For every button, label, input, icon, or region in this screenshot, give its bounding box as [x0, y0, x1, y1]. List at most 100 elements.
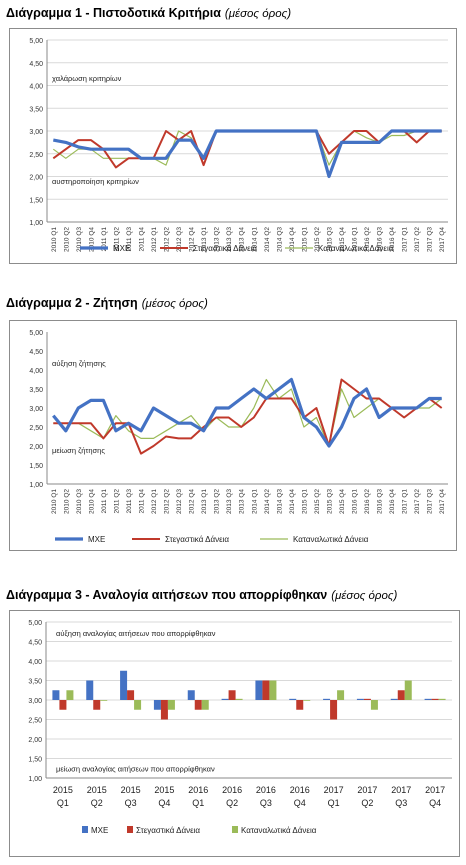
x-tick-quarter: Q2 — [226, 798, 238, 808]
x-tick-label: 2011 Q1 — [101, 489, 108, 514]
bar-2 — [228, 690, 236, 700]
chart3-area: 1,00 1,50 2,00 2,50 3,00 3,50 4,00 4,50 5,00 2015… — [9, 610, 460, 857]
chart1-heading: Διάγραμμα 1 - Πιστοδοτικά Κριτήρια (μέσος… — [6, 6, 291, 20]
annotation-bottom: μείωση αναλογίας αιτήσεων που απορρίφθηκ… — [56, 764, 215, 773]
x-tick-label: 2010 Q3 — [76, 227, 83, 252]
annotation-top: αύξηση αναλογίας αιτήσεων που απορρίφθηκ… — [56, 629, 216, 638]
x-tick-quarter: Q2 — [361, 798, 373, 808]
x-tick-quarter: Q3 — [260, 798, 272, 808]
y-tick-label: 5,00 — [29, 330, 43, 337]
y-tick-label: 1,00 — [29, 482, 43, 489]
y-tick-label: 2,00 — [29, 175, 43, 182]
y-tick-label: 3,50 — [29, 106, 43, 113]
series-line-3 — [53, 378, 443, 447]
legend-label: Στεγαστικά Δάνεια — [193, 244, 257, 253]
x-tick-label: 2012 Q1 — [151, 489, 158, 514]
x-tick-label: 2010 Q4 — [88, 227, 95, 252]
x-tick-label: 2011 Q4 — [138, 489, 145, 514]
bar-3 — [438, 698, 446, 700]
bar-2 — [363, 698, 371, 700]
x-tick-year: 2016 — [222, 785, 242, 795]
bar-3 — [167, 700, 175, 710]
x-tick-label: 2016 Q1 — [352, 227, 359, 252]
y-tick-label: 1,50 — [29, 197, 43, 204]
x-tick-quarter: Q4 — [429, 798, 441, 808]
x-tick-label: 2015 Q2 — [314, 227, 321, 252]
bar-3 — [303, 700, 311, 701]
x-tick-label: 2012 Q3 — [176, 227, 183, 252]
y-tick-label: 2,50 — [29, 152, 43, 159]
y-tick-label: 2,00 — [29, 444, 43, 451]
legend-label: Καταναλωτικά Δάνεια — [293, 535, 369, 544]
chart2-heading: Διάγραμμα 2 - Ζήτηση (μέσος όρος) — [6, 296, 208, 310]
chart1-title: Διάγραμμα 1 - Πιστοδοτικά Κριτήρια — [6, 6, 221, 20]
chart2-area: 1,00 1,50 2,00 2,50 3,00 3,50 4,00 4,50 5,00 2010… — [9, 320, 457, 551]
x-tick-label: 2016 Q4 — [389, 227, 396, 252]
legend-label: Καταναλωτικά Δάνεια — [241, 826, 317, 835]
y-tick-label: 3,00 — [29, 406, 43, 413]
x-tick-quarter: Q1 — [328, 798, 340, 808]
bar-1 — [153, 700, 161, 710]
x-tick-label: 2013 Q2 — [214, 489, 221, 514]
x-tick-quarter: Q3 — [125, 798, 137, 808]
x-tick-label: 2016 Q4 — [389, 489, 396, 514]
x-tick-label: 2011 Q2 — [113, 227, 120, 252]
y-tick-label: 4,50 — [29, 61, 43, 68]
annotation-top: αύξηση ζήτησης — [52, 359, 106, 368]
x-tick-label: 2013 Q3 — [226, 227, 233, 252]
bar-1 — [52, 690, 60, 700]
x-tick-label: 2017 Q4 — [439, 489, 446, 514]
chart2-subtitle: (μέσος όρος) — [141, 298, 208, 310]
y-tick-label: 1,00 — [29, 220, 43, 227]
bar-2 — [296, 700, 304, 710]
bar-1 — [120, 670, 128, 700]
x-tick-label: 2014 Q2 — [264, 489, 271, 514]
x-tick-label: 2014 Q3 — [276, 227, 283, 252]
x-tick-year: 2016 — [256, 785, 276, 795]
bar-2 — [127, 690, 135, 700]
bar-1 — [424, 698, 432, 700]
legend-label: ΜΧΕ — [88, 535, 105, 544]
chart1-svg: 1,00 1,50 2,00 2,50 3,00 3,50 4,00 4,50 5,00 2010… — [29, 38, 448, 253]
chart2-svg: 1,00 1,50 2,00 2,50 3,00 3,50 4,00 4,50 5,00 2010… — [29, 330, 448, 544]
bar-3 — [235, 698, 243, 700]
x-tick-label: 2014 Q4 — [289, 227, 296, 252]
x-tick-label: 2013 Q1 — [201, 489, 208, 514]
y-tick-label: 1,00 — [28, 776, 42, 783]
x-tick-label: 2015 Q3 — [326, 227, 333, 252]
chart3-heading: Διάγραμμα 3 - Αναλογία αιτήσεων που απορ… — [6, 588, 397, 602]
legend-label: Καταναλωτικά Δάνεια — [318, 244, 394, 253]
x-tick-year: 2017 — [357, 785, 377, 795]
x-tick-label: 2017 Q1 — [402, 227, 409, 252]
bar-3 — [201, 700, 209, 710]
y-tick-label: 4,50 — [29, 349, 43, 356]
bar-1 — [86, 680, 94, 700]
bar-2 — [93, 700, 101, 710]
x-tick-year: 2017 — [425, 785, 445, 795]
x-tick-quarter: Q3 — [395, 798, 407, 808]
y-tick-label: 4,50 — [28, 640, 42, 647]
y-tick-label: 2,50 — [28, 718, 42, 725]
x-tick-quarter: Q4 — [158, 798, 170, 808]
x-tick-label: 2014 Q1 — [251, 227, 258, 252]
bar-1 — [390, 698, 398, 700]
x-tick-year: 2015 — [121, 785, 141, 795]
series-line-1 — [52, 377, 442, 448]
bar-2 — [262, 680, 270, 700]
x-tick-label: 2014 Q2 — [264, 227, 271, 252]
chart2-title: Διάγραμμα 2 - Ζήτηση — [6, 296, 138, 310]
x-tick-label: 2012 Q2 — [164, 227, 171, 252]
legend-label: Στεγαστικά Δάνεια — [165, 535, 229, 544]
x-tick-label: 2017 Q4 — [439, 227, 446, 252]
x-tick-quarter: Q2 — [91, 798, 103, 808]
y-tick-label: 4,00 — [29, 368, 43, 375]
bar-3 — [66, 690, 74, 700]
x-tick-label: 2012 Q4 — [189, 227, 196, 252]
chart3-title: Διάγραμμα 3 - Αναλογία αιτήσεων που απορ… — [6, 588, 328, 602]
x-tick-label: 2017 Q1 — [402, 489, 409, 514]
y-tick-label: 3,00 — [28, 698, 42, 705]
x-tick-label: 2014 Q4 — [289, 489, 296, 514]
bar-3 — [134, 700, 142, 710]
legend-label: Στεγαστικά Δάνεια — [136, 826, 200, 835]
x-tick-label: 2017 Q2 — [414, 227, 421, 252]
